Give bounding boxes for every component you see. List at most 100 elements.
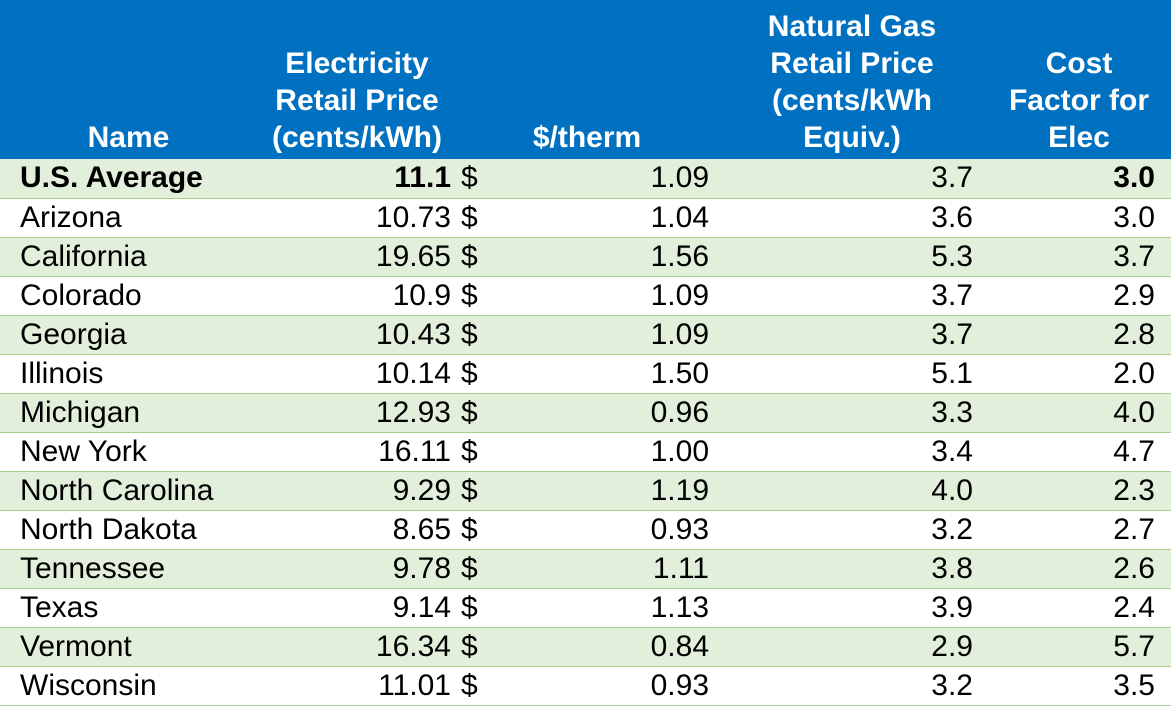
cell-therm: 1.13 <box>487 588 717 628</box>
cell-cost-factor: 2.4 <box>987 588 1171 628</box>
cell-electricity: 12.93 <box>257 393 457 433</box>
cell-gas: 3.8 <box>717 549 987 589</box>
cell-name: Georgia <box>0 315 257 355</box>
cell-name: Arizona <box>0 198 257 238</box>
header-therm-label: $/therm <box>532 121 642 154</box>
cell-cost-factor: 3.0 <box>987 159 1171 199</box>
cell-therm: 1.56 <box>487 237 717 277</box>
cell-gas: 3.2 <box>717 510 987 550</box>
cell-cost-factor: 2.6 <box>987 549 1171 589</box>
cell-electricity: 16.11 <box>257 432 457 472</box>
cell-gas: 3.9 <box>717 588 987 628</box>
cell-electricity: 8.65 <box>257 510 457 550</box>
cell-cost-factor: 2.0 <box>987 354 1171 394</box>
cell-gas: 3.2 <box>717 666 987 706</box>
cell-cost-factor: 3.5 <box>987 666 1171 706</box>
table-row: Tennessee 9.78 $ 1.11 3.8 2.6 <box>0 549 1171 589</box>
cell-electricity: 10.14 <box>257 354 457 394</box>
cell-cost-factor: 3.7 <box>987 237 1171 277</box>
cell-name: North Carolina <box>0 471 257 511</box>
cell-cost-factor: 4.7 <box>987 432 1171 472</box>
header-therm: $/therm <box>457 0 717 159</box>
table-header: Name Electricity Retail Price (cents/kWh… <box>0 0 1171 159</box>
cell-electricity: 16.34 <box>257 627 457 667</box>
cell-electricity: 10.9 <box>257 276 457 316</box>
header-row: Name Electricity Retail Price (cents/kWh… <box>0 0 1171 159</box>
header-name: Name <box>0 0 257 159</box>
table-row: North Carolina 9.29 $ 1.19 4.0 2.3 <box>0 471 1171 511</box>
cell-cost-factor: 2.7 <box>987 510 1171 550</box>
cell-electricity: 9.29 <box>257 471 457 511</box>
cell-name: Texas <box>0 588 257 628</box>
header-gas-line4: Equiv.) <box>803 121 901 154</box>
table-row: North Dakota 8.65 $ 0.93 3.2 2.7 <box>0 510 1171 550</box>
cell-gas: 4.0 <box>717 471 987 511</box>
cell-therm: 1.09 <box>487 276 717 316</box>
cell-therm: 0.93 <box>487 510 717 550</box>
cell-dollar-sign: $ <box>457 354 487 394</box>
cell-electricity: 10.43 <box>257 315 457 355</box>
cell-electricity: 9.78 <box>257 549 457 589</box>
cell-name: New York <box>0 432 257 472</box>
cell-name: Michigan <box>0 393 257 433</box>
cell-dollar-sign: $ <box>457 549 487 589</box>
cell-cost-factor: 3.0 <box>987 198 1171 238</box>
cell-cost-factor: 4.0 <box>987 393 1171 433</box>
table-row: Arizona 10.73 $ 1.04 3.6 3.0 <box>0 198 1171 238</box>
cell-cost-factor: 2.3 <box>987 471 1171 511</box>
cell-name: Vermont <box>0 627 257 667</box>
cell-dollar-sign: $ <box>457 432 487 472</box>
table-row: New York 16.11 $ 1.00 3.4 4.7 <box>0 432 1171 472</box>
header-elec-line3: (cents/kWh) <box>271 121 442 154</box>
cell-gas: 3.4 <box>717 432 987 472</box>
header-cost-line1: Cost <box>1045 47 1113 80</box>
cell-name: Tennessee <box>0 549 257 589</box>
cell-therm: 0.84 <box>487 627 717 667</box>
cell-electricity: 19.65 <box>257 237 457 277</box>
cell-dollar-sign: $ <box>457 276 487 316</box>
cell-therm: 1.11 <box>487 549 717 589</box>
cell-cost-factor: 2.9 <box>987 276 1171 316</box>
cell-dollar-sign: $ <box>457 315 487 355</box>
cell-therm: 1.09 <box>487 159 717 199</box>
cell-electricity: 10.73 <box>257 198 457 238</box>
header-gas-line2: Retail Price <box>770 47 934 80</box>
cell-gas: 3.3 <box>717 393 987 433</box>
header-elec-line2: Retail Price <box>275 84 439 117</box>
header-cost-line2: Factor for <box>1008 84 1149 117</box>
cell-cost-factor: 5.7 <box>987 627 1171 667</box>
table-row: Georgia 10.43 $ 1.09 3.7 2.8 <box>0 315 1171 355</box>
cell-gas: 3.7 <box>717 315 987 355</box>
cell-name: Colorado <box>0 276 257 316</box>
table-row: Wisconsin 11.01 $ 0.93 3.2 3.5 <box>0 666 1171 706</box>
cell-electricity: 11.1 <box>257 159 457 199</box>
cell-gas: 5.3 <box>717 237 987 277</box>
header-electricity-price: Electricity Retail Price (cents/kWh) <box>257 0 457 159</box>
cell-cost-factor: 2.8 <box>987 315 1171 355</box>
cell-dollar-sign: $ <box>457 198 487 238</box>
cell-dollar-sign: $ <box>457 471 487 511</box>
cell-gas: 3.7 <box>717 276 987 316</box>
header-name-label: Name <box>87 121 170 154</box>
header-gas-line1: Natural Gas <box>767 10 937 43</box>
cell-electricity: 9.14 <box>257 588 457 628</box>
table-body: U.S. Average 11.1 $ 1.09 3.7 3.0 Arizona… <box>0 159 1171 706</box>
table-row: California 19.65 $ 1.56 5.3 3.7 <box>0 237 1171 277</box>
cell-name: North Dakota <box>0 510 257 550</box>
cell-name: California <box>0 237 257 277</box>
header-cost-factor: Cost Factor for Elec <box>987 0 1171 159</box>
table-row: Illinois 10.14 $ 1.50 5.1 2.0 <box>0 354 1171 394</box>
cell-gas: 5.1 <box>717 354 987 394</box>
cell-name: U.S. Average <box>0 159 257 199</box>
cell-gas: 3.7 <box>717 159 987 199</box>
cell-name: Wisconsin <box>0 666 257 706</box>
header-gas-line3: (cents/kWh <box>771 84 933 117</box>
cell-dollar-sign: $ <box>457 393 487 433</box>
cell-dollar-sign: $ <box>457 627 487 667</box>
cell-therm: 0.93 <box>487 666 717 706</box>
cell-therm: 0.96 <box>487 393 717 433</box>
cell-gas: 2.9 <box>717 627 987 667</box>
cell-therm: 1.50 <box>487 354 717 394</box>
cell-electricity: 11.01 <box>257 666 457 706</box>
